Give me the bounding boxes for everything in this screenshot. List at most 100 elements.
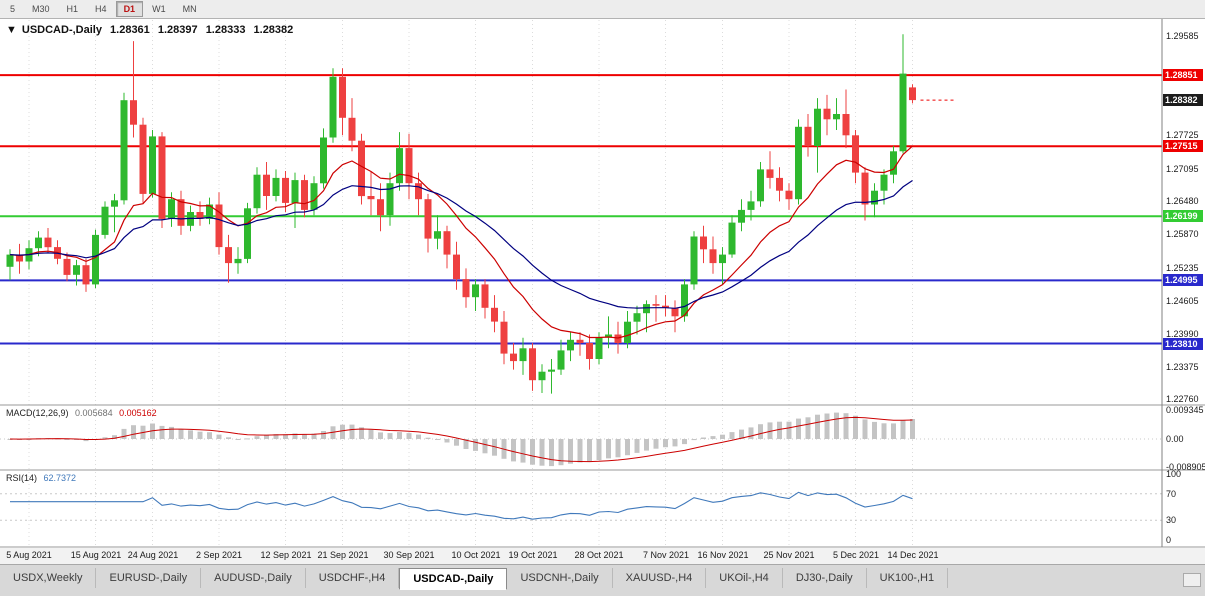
candle-body: [776, 177, 783, 191]
candle-body: [757, 169, 764, 202]
price-badge-resistance-lower: 1.27515: [1163, 140, 1203, 152]
time-axis-label: 15 Aug 2021: [70, 550, 122, 560]
macd-histogram-bar: [834, 412, 839, 439]
moving-average-26: [9, 180, 913, 309]
ohlc-low: 1.28333: [205, 24, 246, 36]
macd-histogram-bar: [169, 426, 174, 439]
candle-body: [44, 237, 52, 248]
tab-usdx-weekly[interactable]: USDX,Weekly: [0, 568, 97, 588]
macd-histogram-bar: [425, 437, 431, 439]
macd-histogram-bar: [815, 414, 820, 439]
candle-body: [529, 348, 536, 381]
candle-body: [206, 204, 213, 219]
time-axis-label: 30 Sep 2021: [383, 550, 435, 560]
rsi-value: 62.7372: [43, 473, 77, 483]
candle-body: [567, 339, 574, 351]
timeframe-button-h4[interactable]: H4: [95, 4, 107, 14]
time-axis-label: 5 Dec 2021: [832, 550, 880, 560]
macd-histogram-bar: [558, 439, 564, 466]
macd-histogram-bar: [283, 434, 288, 439]
tab-xauusd-h4[interactable]: XAUUSD-,H4: [613, 568, 707, 588]
rsi-axis-label: 100: [1166, 469, 1182, 479]
time-axis-label: 21 Sep 2021: [317, 550, 369, 560]
macd-histogram-bar: [596, 439, 602, 461]
price-badge-current-price: 1.28382: [1163, 94, 1203, 106]
macd-histogram-bar: [311, 433, 317, 439]
price-axis-label: 1.25235: [1166, 263, 1199, 273]
candle-body: [16, 254, 23, 262]
candle-body: [614, 334, 622, 343]
price-axis-label: 1.22760: [1166, 394, 1199, 404]
candle-body: [842, 114, 850, 136]
rsi-indicator-label: RSI(14) 62.7372: [6, 473, 80, 483]
macd-histogram-bar: [397, 432, 402, 439]
tab-dj30-daily[interactable]: DJ30-,Daily: [783, 568, 867, 588]
macd-histogram-bar: [473, 439, 478, 451]
price-badge-support-lower: 1.23810: [1163, 338, 1203, 350]
candle-body: [481, 284, 489, 308]
candle-body: [491, 307, 498, 322]
timeframe-button-m30[interactable]: M30: [32, 4, 50, 14]
price-axis-label: 1.29585: [1166, 31, 1199, 41]
candle-body: [548, 369, 555, 372]
timeframe-button-5[interactable]: 5: [10, 4, 16, 14]
price-axis-label: 1.27725: [1166, 130, 1199, 140]
candle-body: [168, 199, 175, 219]
time-axis-label: 16 Nov 2021: [697, 550, 749, 560]
time-axis-label: 28 Oct 2021: [574, 550, 624, 560]
macd-axis-label: 0.00: [1166, 434, 1184, 444]
macd-histogram-bar: [691, 439, 697, 441]
candle-body: [339, 76, 346, 118]
candle-body: [396, 148, 403, 184]
price-axis-label: 1.26480: [1166, 196, 1199, 206]
price-axis-label: 1.25870: [1166, 229, 1199, 239]
candle-body: [766, 169, 774, 178]
timeframe-button-d1[interactable]: D1: [115, 1, 144, 17]
candle-body: [899, 73, 907, 152]
tab-audusd-daily[interactable]: AUDUSD-,Daily: [201, 568, 306, 588]
macd-histogram-bar: [340, 424, 345, 439]
tab-usdcnh-daily[interactable]: USDCNH-,Daily: [507, 568, 613, 588]
candle-body: [909, 87, 916, 101]
macd-histogram-bar: [435, 439, 440, 440]
macd-histogram-bar: [872, 421, 877, 439]
macd-histogram-bar: [549, 439, 554, 467]
macd-histogram-bar: [777, 421, 782, 439]
rsi-line: [10, 491, 913, 520]
macd-histogram-bar: [710, 436, 716, 439]
time-axis-label: 7 Nov 2021: [642, 550, 690, 560]
price-badge-support-upper: 1.24995: [1163, 274, 1203, 286]
tab-ukoil-h4[interactable]: UKOil-,H4: [706, 568, 783, 588]
macd-histogram-bar: [235, 439, 241, 440]
candle-body: [196, 212, 204, 219]
macd-histogram-bar: [492, 439, 497, 456]
candle-body: [386, 183, 394, 216]
macd-histogram-bar: [720, 434, 725, 439]
ohlc-open: 1.28361: [110, 24, 150, 36]
tab-usdchf-h4[interactable]: USDCHF-,H4: [306, 568, 400, 588]
macd-histogram-bar: [226, 437, 231, 439]
macd-histogram-bar: [264, 435, 269, 439]
candle-body: [158, 136, 166, 219]
timeframe-button-h1[interactable]: H1: [66, 4, 79, 14]
macd-histogram-bar: [900, 420, 906, 439]
macd-histogram-bar: [729, 432, 735, 439]
tab-usdcad-daily[interactable]: USDCAD-,Daily: [399, 568, 508, 590]
timeframe-button-w1[interactable]: W1: [152, 4, 166, 14]
macd-histogram-bar: [539, 439, 545, 466]
macd-histogram-bar: [748, 427, 754, 439]
tab-eurusd-daily[interactable]: EURUSD-,Daily: [96, 568, 202, 588]
macd-histogram-bar: [663, 439, 668, 448]
candle-body: [130, 100, 137, 125]
symbol-marker-icon[interactable]: ▼: [6, 24, 17, 36]
tab-uk100-h1[interactable]: UK100-,H1: [867, 568, 949, 588]
macd-histogram-bar: [216, 434, 222, 439]
macd-histogram-bar: [520, 439, 526, 463]
timeframe-button-mn[interactable]: MN: [182, 4, 197, 14]
macd-axis-label: -0.008905: [1166, 462, 1205, 472]
macd-histogram-bar: [197, 431, 203, 439]
time-axis-label: 12 Sep 2021: [260, 550, 312, 560]
candle-body: [510, 353, 517, 362]
tabbar-scrollbar[interactable]: [1183, 573, 1201, 587]
